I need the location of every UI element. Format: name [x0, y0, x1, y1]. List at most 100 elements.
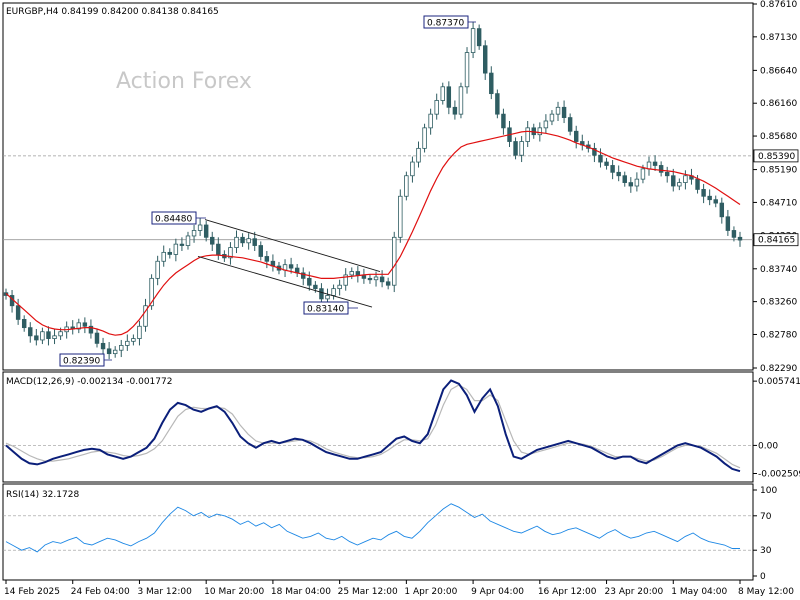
candle-body — [592, 147, 597, 156]
annotation-label-0: 0.87370 — [427, 19, 464, 29]
candle-body — [707, 195, 712, 201]
candle-body — [434, 100, 439, 115]
candle-body — [561, 106, 567, 118]
price-tick-label: 0.85680 — [760, 132, 797, 142]
candle-body — [519, 141, 524, 156]
candle-body — [210, 236, 215, 245]
rsi-tick-label: 100 — [760, 486, 777, 496]
candle-body — [525, 127, 530, 142]
candle-body — [410, 161, 415, 177]
rsi-panel-frame — [2, 483, 754, 581]
candle-body — [112, 349, 118, 355]
macd-signal-line — [5, 384, 741, 469]
candle-body — [149, 277, 154, 307]
candle-body — [573, 130, 579, 142]
price-tick-label: 0.87130 — [760, 33, 797, 43]
candle-body — [392, 236, 397, 286]
candle-body — [155, 260, 160, 279]
date-label: 16 Apr 12:00 — [538, 587, 597, 597]
candle-body — [701, 189, 706, 197]
candle-body — [422, 127, 427, 149]
rsi-title: RSI(14) 32.1728 — [6, 490, 79, 500]
candle-body — [367, 277, 373, 281]
candle-body — [343, 274, 348, 286]
date-label: 1 May 04:00 — [671, 587, 727, 597]
candle-body — [416, 147, 421, 163]
candle-body — [404, 175, 409, 197]
candle-body — [695, 178, 700, 190]
candle-body — [28, 327, 33, 337]
candle-body — [191, 230, 197, 237]
candle-body — [398, 195, 403, 238]
candle-body — [501, 113, 506, 129]
channel-upper-line — [204, 219, 381, 272]
rsi-tick-label: 70 — [760, 512, 772, 522]
candle-body — [143, 305, 148, 327]
candle-body — [228, 247, 233, 259]
candle-body — [646, 161, 652, 170]
symbol-header: EURGBP,H4 0.84199 0.84200 0.84138 0.8416… — [6, 7, 219, 17]
candle-body — [319, 288, 324, 300]
macd-tick-label: -0.002509 — [758, 470, 800, 480]
channel-lower-line — [197, 256, 373, 308]
level-axis-box-1 — [753, 233, 799, 247]
candle-body — [440, 86, 445, 101]
candle-body — [185, 235, 191, 246]
candle-body — [288, 264, 294, 269]
rsi-tick-label: 30 — [760, 546, 772, 556]
rsi-tick-label: 0 — [760, 572, 766, 582]
candle-body — [331, 288, 336, 296]
price-tick-label: 0.83260 — [760, 298, 797, 308]
level-axis-label-0: 0.85390 — [758, 152, 795, 162]
candle-body — [604, 161, 609, 166]
candle-body — [197, 224, 203, 231]
date-label: 1 Apr 20:00 — [404, 587, 457, 597]
candle-body — [307, 277, 312, 286]
candle-body — [58, 331, 63, 337]
candle-body — [537, 127, 543, 136]
candle-body — [737, 236, 743, 241]
candle-body — [622, 175, 627, 183]
candle-body — [495, 93, 500, 115]
candle-body — [349, 271, 354, 276]
axis-layer: 0.87610 0.87130 0.86640 0.86160 0.85680 0.851… — [4, 0, 800, 597]
candle-body — [652, 161, 658, 166]
candle-body — [634, 178, 640, 187]
level-axis-label-1: 0.84165 — [758, 236, 795, 246]
level-axis-box-0 — [753, 149, 799, 163]
candle-body — [483, 45, 488, 74]
price-layer: 0.87370 0.84480 0.83140 0.82390 — [3, 15, 753, 367]
candle-body — [543, 120, 549, 129]
candle-body — [34, 335, 39, 341]
candle-body — [216, 243, 221, 255]
candle-body — [725, 216, 731, 231]
candle-body — [40, 331, 45, 341]
candle-body — [379, 276, 385, 283]
candle-body — [489, 72, 494, 95]
candle-body — [106, 348, 112, 355]
annotation-label-3: 0.82390 — [63, 357, 100, 367]
date-label: 18 Mar 04:00 — [271, 587, 331, 597]
candle-body — [137, 325, 142, 339]
candle-body — [683, 175, 688, 183]
candle-body — [610, 165, 615, 173]
price-tick-label: 0.84710 — [760, 198, 797, 208]
annotation-label-2: 0.83140 — [307, 305, 344, 315]
price-tick-label: 0.86640 — [760, 66, 797, 76]
candle-body — [664, 171, 670, 177]
candle-body — [549, 113, 555, 122]
candle-body — [677, 182, 682, 187]
candle-body — [671, 175, 676, 187]
macd-layer — [3, 379, 753, 473]
candle-body — [458, 86, 464, 115]
candle-body — [428, 113, 433, 129]
candle-body — [616, 171, 621, 177]
candle-body — [313, 284, 318, 290]
candle-body — [88, 325, 94, 334]
price-tick-label: 0.83740 — [760, 265, 797, 275]
candle-body — [264, 256, 270, 262]
date-label: 9 Apr 04:00 — [471, 587, 524, 597]
candle-body — [179, 243, 185, 246]
candle-body — [446, 86, 452, 108]
